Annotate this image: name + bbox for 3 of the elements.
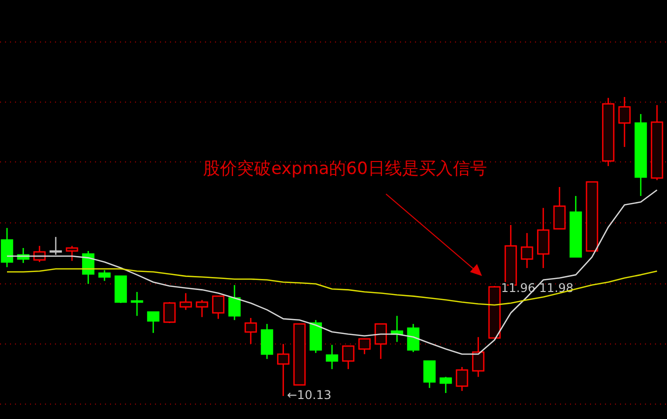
annotation: ←10.13 — [287, 388, 332, 402]
annotation: 股价突破expma的60日线是买入信号 — [203, 159, 487, 179]
annotation: 11.96 11.98 — [501, 281, 574, 295]
